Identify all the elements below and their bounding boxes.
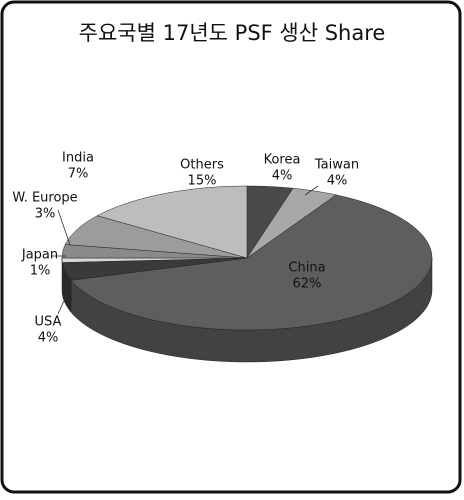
category-label: USA — [35, 315, 62, 330]
value-label: 1% — [30, 264, 51, 279]
category-label: W. Europe — [12, 191, 77, 206]
value-label: 7% — [68, 167, 89, 182]
chart-title: 주요국별 17년도 PSF 생산 Share — [79, 21, 386, 45]
value-label: 3% — [35, 207, 56, 222]
value-label: 4% — [38, 331, 59, 346]
value-label: 4% — [327, 174, 348, 189]
category-label: Korea — [264, 153, 301, 168]
category-label: India — [62, 151, 94, 166]
value-label: 62% — [293, 277, 322, 292]
category-label: Japan — [21, 248, 58, 263]
value-label: 4% — [272, 169, 293, 184]
category-label: China — [288, 261, 325, 276]
category-label: Others — [180, 158, 224, 173]
value-label: 15% — [188, 174, 217, 189]
category-label: Taiwan — [314, 158, 359, 173]
